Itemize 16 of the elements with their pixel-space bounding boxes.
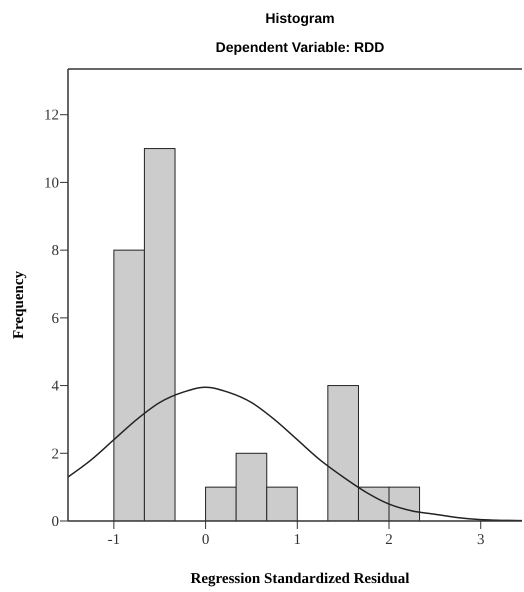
x-tick-label: 0 [202, 532, 210, 548]
x-tick-label: 2 [385, 532, 393, 548]
x-tick-label: 1 [294, 532, 302, 548]
y-tick-label: 0 [52, 514, 59, 530]
x-tick-label: 3 [476, 532, 484, 548]
x-axis-title: Regression Standardized Residual [190, 571, 410, 587]
x-tick-label: -1 [108, 532, 120, 548]
y-tick-label: 4 [52, 378, 60, 395]
y-tick-label: 6 [52, 310, 60, 327]
y-tick-label: 12 [44, 108, 59, 124]
y-tick-label: 2 [52, 446, 59, 462]
y-tick-label: 10 [44, 175, 59, 192]
y-axis-title: Frequency [11, 270, 27, 340]
chart-title: Histogram [265, 10, 335, 26]
chart-subtitle: Dependent Variable: RDD [216, 39, 384, 55]
y-tick-label: 8 [52, 243, 59, 260]
